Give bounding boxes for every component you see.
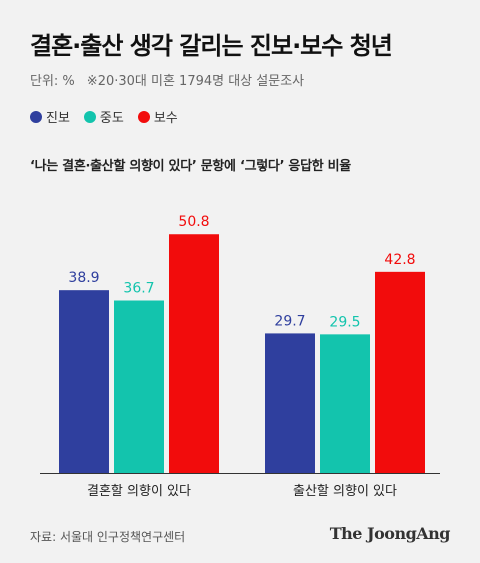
page-title: 결혼·출산 생각 갈리는 진보·보수 청년 [30,32,393,60]
data-label-progressive-2: 29.7 [274,313,305,329]
data-label-conservative-2: 42.8 [384,252,415,268]
data-label-conservative-1: 50.8 [178,214,209,230]
legend-label-moderate: 중도 [99,111,124,126]
legend-swatch-conservative [137,110,150,123]
legend: 진보 중도 보수 [30,107,178,126]
unit-label: 단위: % [30,74,75,89]
meta-line: 단위: % ※20·30대 미혼 1794명 대상 설문조사 [30,70,304,89]
brand-logo: The JoongAng [329,524,451,543]
category-label-1: 결혼할 의향이 있다 [87,484,191,499]
bar-progressive-1 [59,290,109,473]
legend-label-conservative: 보수 [153,111,178,126]
data-label-moderate-2: 29.5 [329,314,360,330]
legend-item-conservative: 보수 [137,107,178,126]
legend-item-moderate: 중도 [83,107,124,126]
bar-conservative-1 [169,234,219,473]
data-label-progressive-1: 38.9 [68,270,99,286]
survey-note: ※20·30대 미혼 1794명 대상 설문조사 [86,74,305,89]
bar-progressive-2 [265,333,315,473]
legend-label-progressive: 진보 [46,111,70,126]
bar-moderate-1 [114,300,164,473]
legend-swatch-progressive [30,110,42,123]
legend-item-progressive: 진보 [30,107,70,126]
bar-conservative-2 [375,271,425,473]
data-label-moderate-1: 36.7 [123,281,154,297]
category-label-2: 출산할 의향이 있다 [293,484,397,499]
source-note: 자료: 서울대 인구정책연구센터 [30,530,186,544]
chart-title: ‘나는 결혼·출산할 의향이 있다’ 문항에 ‘그렇다’ 응답한 비율 [30,159,351,174]
legend-swatch-moderate [83,110,96,123]
bar-moderate-2 [320,334,370,473]
